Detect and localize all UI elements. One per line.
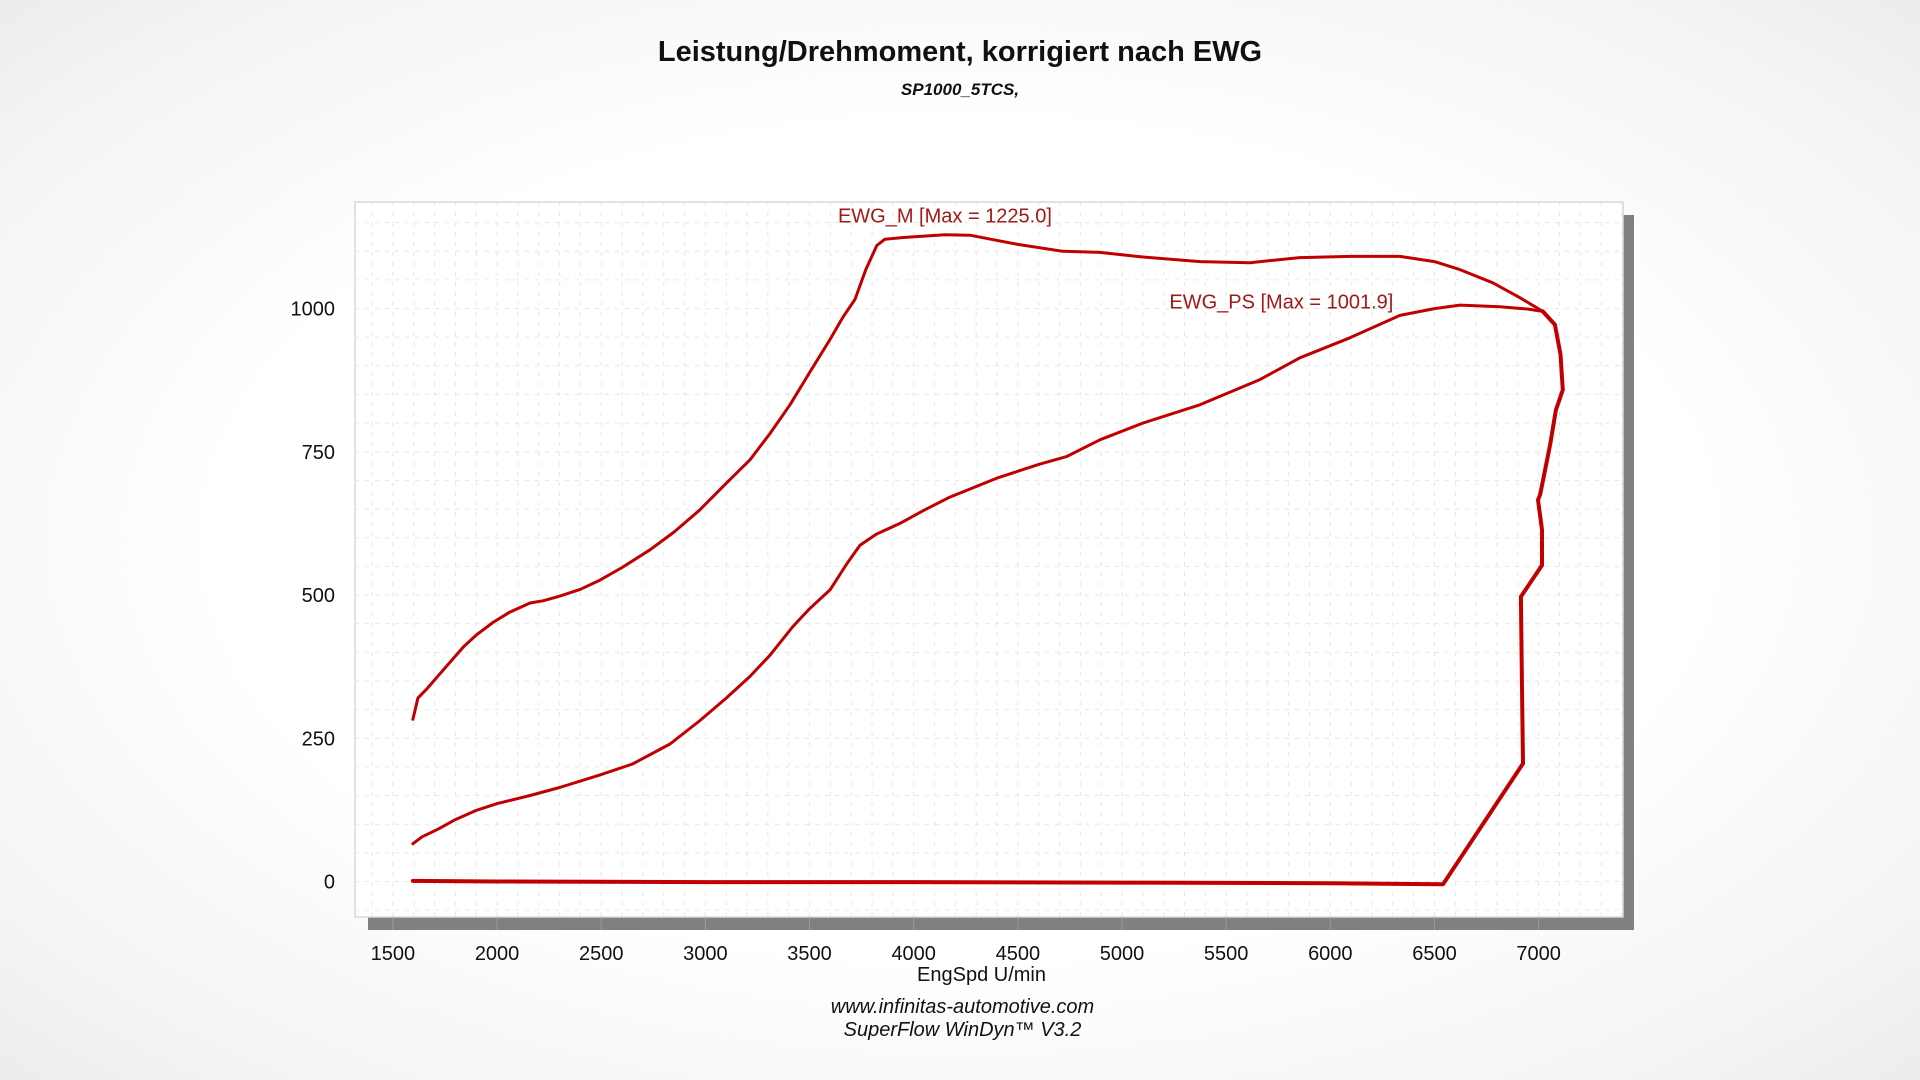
x-tick-label: 5500 <box>1204 943 1249 965</box>
series-lines <box>410 233 1565 887</box>
x-axis-ticks: 1500 2000 2500 3000 3500 4000 4500 5000 5500 6000… <box>371 917 1561 965</box>
plot-shadow-bottom <box>368 917 1634 930</box>
x-tick-label: 3500 <box>787 943 832 965</box>
plot-area <box>354 201 1624 918</box>
footer-website: www.infinitas-automotive.com <box>830 996 1095 1018</box>
chart-title: Leistung/Drehmoment, korrigiert nach EWG <box>657 36 1263 68</box>
series-line-EWG_M <box>411 233 1545 721</box>
x-axis-label: EngSpd U/min <box>917 964 1046 986</box>
x-tick-label: 7000 <box>1516 943 1561 965</box>
y-tick-label: 750 <box>302 442 335 464</box>
footer-software: SuperFlow WinDyn™ V3.2 <box>843 1019 1082 1041</box>
series-label-EWG_PS: EWG_PS [Max = 1001.9] <box>1169 292 1393 314</box>
x-tick-label: 4000 <box>891 943 936 965</box>
x-tick-label: 2000 <box>475 943 520 965</box>
y-tick-label: 1000 <box>291 299 336 321</box>
series-labels: EWG_M [Max = 1225.0] EWG_PS [Max = 1001.9… <box>838 206 1393 314</box>
x-tick-label: 1500 <box>371 943 416 965</box>
x-tick-label: 4500 <box>996 943 1041 965</box>
x-tick-label: 6500 <box>1412 943 1457 965</box>
x-tick-label: 6000 <box>1308 943 1353 965</box>
plot-shadow-right <box>1623 215 1634 930</box>
series-line-EWG_PS <box>411 303 1545 846</box>
chart-subtitle: SP1000_5TCS, <box>900 80 1020 99</box>
series-line-coast-down <box>410 309 1565 887</box>
x-tick-label: 2500 <box>579 943 624 965</box>
y-axis-ticks: 0 250 500 750 1000 <box>291 299 336 894</box>
y-tick-label: 500 <box>302 585 335 607</box>
y-tick-label: 0 <box>324 871 335 893</box>
x-tick-label: 3000 <box>683 943 728 965</box>
x-tick-label: 5000 <box>1100 943 1145 965</box>
series-label-EWG_M: EWG_M [Max = 1225.0] <box>838 206 1052 228</box>
y-tick-label: 250 <box>302 728 335 750</box>
